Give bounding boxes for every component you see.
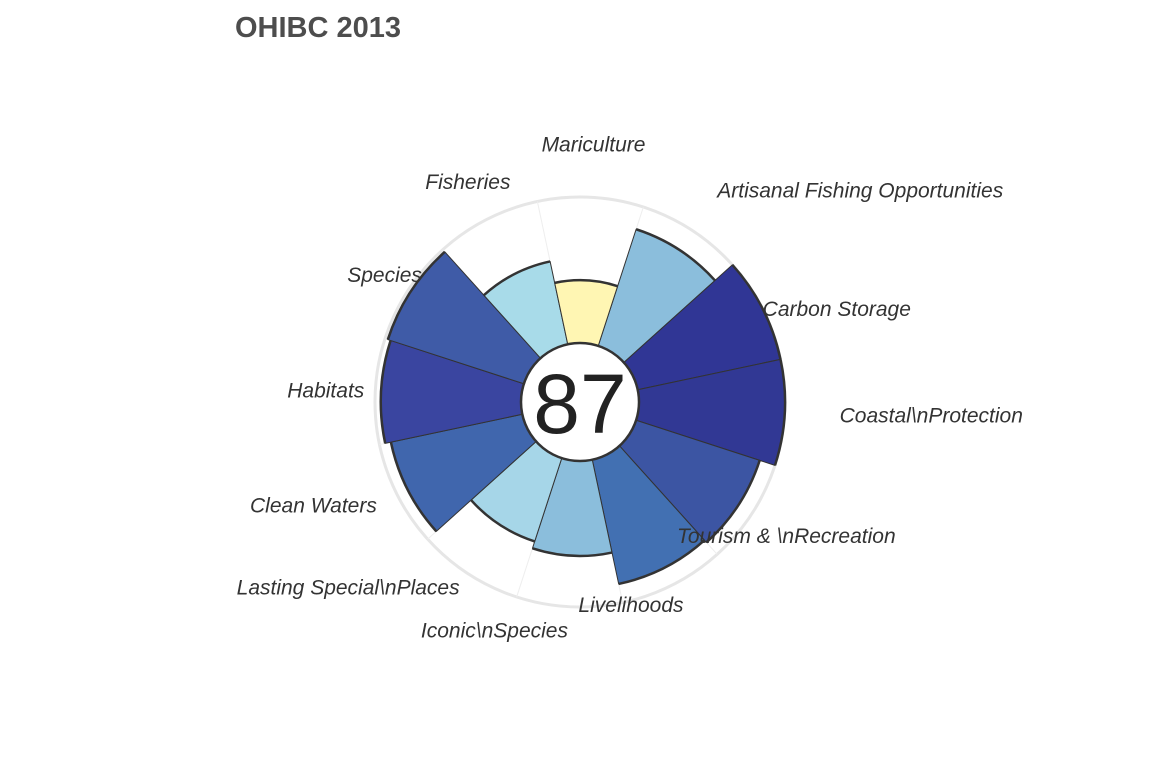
petal-edge-7 <box>389 441 438 533</box>
petal-edge-3 <box>705 459 761 544</box>
goal-label-2: Coastal\nProtection <box>840 405 1023 428</box>
petal-edge-0 <box>635 228 716 282</box>
petal-edge-6 <box>470 499 536 543</box>
petal-edge-9 <box>386 250 446 340</box>
petal-edge-2 <box>773 359 787 466</box>
goal-label-10: Fisheries <box>425 171 511 194</box>
petal-edge-10 <box>483 260 551 297</box>
goal-label-1: Carbon Storage <box>763 298 911 321</box>
goal-label-7: Clean Waters <box>250 495 377 518</box>
goal-label-9: Species <box>347 264 422 287</box>
chart-title: OHIBC 2013 <box>235 12 401 44</box>
petal-edge-8 <box>379 340 392 444</box>
goal-label-11: Mariculture <box>542 133 646 156</box>
center-circle <box>519 341 641 463</box>
center-score: 87 <box>533 357 626 451</box>
petal-edge-1 <box>731 263 782 360</box>
petal-edge-5 <box>532 547 613 558</box>
goal-label-3: Tourism & \nRecreation <box>677 525 896 548</box>
goal-label-6: Lasting Special\nPlaces <box>237 576 460 599</box>
petal-edge-11 <box>554 278 619 288</box>
goal-label-5: Iconic\nSpecies <box>421 620 569 643</box>
goal-label-8: Habitats <box>287 380 365 403</box>
goal-label-0: Artisanal Fishing Opportunities <box>715 180 1003 203</box>
goal-label-4: Livelihoods <box>578 594 684 617</box>
petal-edge-4 <box>618 539 706 586</box>
